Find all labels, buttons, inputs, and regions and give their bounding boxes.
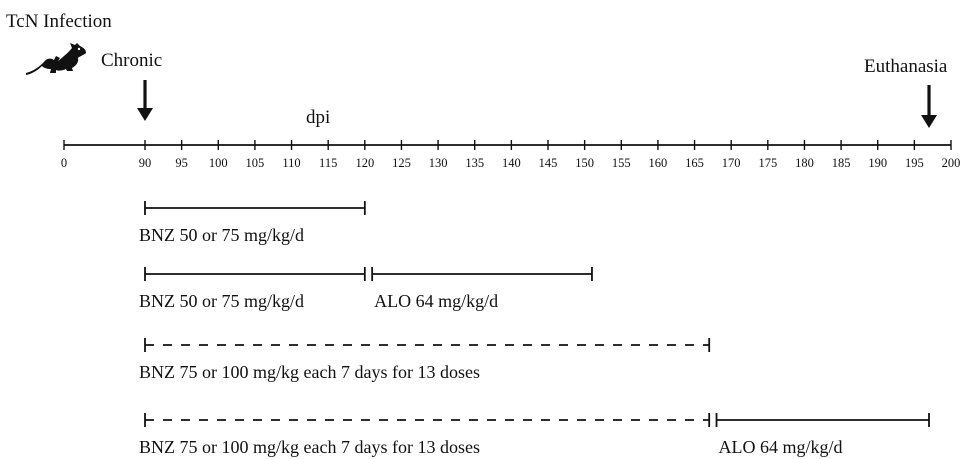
regimen-label: BNZ 75 or 100 mg/kg each 7 days for 13 d…: [139, 437, 480, 457]
axis-tick-label: 155: [612, 156, 631, 170]
euthanasia-arrow-icon: [921, 85, 938, 128]
axis-tick-label: 115: [319, 156, 337, 170]
axis-tick-label: 180: [795, 156, 814, 170]
event-arrows: [137, 80, 938, 128]
axis-tick-label: 145: [539, 156, 558, 170]
mouse-icon: [26, 43, 86, 75]
axis-tick-label: 0: [61, 156, 67, 170]
axis-label: dpi: [306, 107, 330, 128]
axis-tick-label: 150: [575, 156, 594, 170]
regimen-segment: BNZ 75 or 100 mg/kg each 7 days for 13 d…: [139, 338, 711, 382]
regimen-segment: BNZ 50 or 75 mg/kg/d: [139, 267, 366, 311]
axis-tick-label: 190: [868, 156, 887, 170]
axis-tick-label: 200: [942, 156, 961, 170]
regimen-segment: ALO 64 mg/kg/d: [715, 413, 930, 457]
euthanasia-label: Euthanasia: [864, 56, 948, 77]
chronic-label: Chronic: [101, 50, 162, 71]
axis-tick-label: 160: [649, 156, 668, 170]
regimen-label: BNZ 50 or 75 mg/kg/d: [139, 291, 304, 311]
axis-tick-label: 175: [758, 156, 777, 170]
axis-tick-label: 165: [685, 156, 704, 170]
regimen-segment: BNZ 50 or 75 mg/kg/d: [139, 201, 366, 245]
regimen-label: ALO 64 mg/kg/d: [374, 291, 498, 311]
axis-tick-label: 125: [392, 156, 411, 170]
axis-tick-label: 100: [209, 156, 228, 170]
regimen-label: BNZ 50 or 75 mg/kg/d: [139, 225, 304, 245]
axis-tick-label: 185: [832, 156, 851, 170]
axis-tick-label: 140: [502, 156, 521, 170]
axis-tick-label: 90: [139, 156, 152, 170]
regimen-segment: BNZ 75 or 100 mg/kg each 7 days for 13 d…: [139, 413, 711, 457]
axis-tick-label: 130: [429, 156, 448, 170]
axis-tick-label: 170: [722, 156, 741, 170]
regimen-label: BNZ 75 or 100 mg/kg each 7 days for 13 d…: [139, 362, 480, 382]
axis-tick-label: 120: [355, 156, 374, 170]
regimen-segment: ALO 64 mg/kg/d: [371, 267, 593, 311]
axis-tick-label: 195: [905, 156, 924, 170]
regimen-1: BNZ 50 or 75 mg/kg/d: [139, 201, 366, 245]
regimen-2: BNZ 50 or 75 mg/kg/d ALO 64 mg/kg/d: [139, 267, 593, 311]
axis-ticks: 0 90 95 100 105 110 115 120 125 130 135 140 145 150 15…: [61, 140, 961, 170]
regimen-4: BNZ 75 or 100 mg/kg each 7 days for 13 d…: [139, 413, 930, 457]
chronic-arrow-icon: [137, 80, 153, 121]
axis-tick-label: 105: [246, 156, 265, 170]
regimen-label: ALO 64 mg/kg/d: [719, 437, 843, 457]
infection-label: TcN Infection: [6, 11, 112, 32]
axis-tick-label: 135: [465, 156, 484, 170]
regimen-3: BNZ 75 or 100 mg/kg each 7 days for 13 d…: [139, 338, 711, 382]
axis-tick-label: 95: [175, 156, 188, 170]
axis-tick-label: 110: [282, 156, 300, 170]
